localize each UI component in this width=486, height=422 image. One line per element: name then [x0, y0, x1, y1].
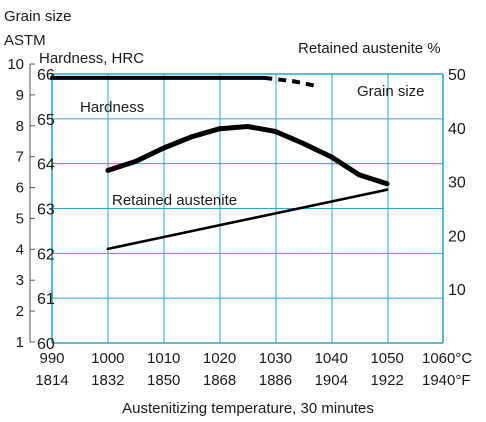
hardness-tick-label: 65: [37, 112, 55, 129]
grain-size-tick-label: 9: [16, 87, 24, 104]
hardness-axis-title: Hardness, HRC: [39, 50, 144, 67]
hardness-line: [105, 124, 390, 187]
x-tick-label-fahrenheit: 1886: [259, 372, 292, 389]
hardness-tick-label: 61: [37, 291, 55, 308]
astm-axis-title: ASTM: [4, 32, 46, 49]
retained-austenite-tick-label: 50: [448, 67, 466, 84]
x-tick-label-celsius: 1020: [203, 350, 236, 367]
grain-size-series-label: Grain size: [357, 83, 425, 100]
grain-size-tick-label: 1: [16, 334, 24, 351]
retained-austenite-tick-label: 30: [448, 175, 466, 192]
x-tick-label-fahrenheit: 1814: [35, 372, 68, 389]
retained-austenite-series-label: Retained austenite: [112, 192, 237, 209]
x-tick-label-celsius: 990: [39, 350, 64, 367]
grid: [29, 63, 444, 344]
x-tick-label-celsius: 1030: [259, 350, 292, 367]
grain-size-line-dashed: [264, 75, 315, 88]
x-tick-label-celsius: 1000: [91, 350, 124, 367]
retained-austenite-tick-label: 10: [448, 282, 466, 299]
grain-size-tick-label: 5: [16, 210, 24, 227]
grain-size-tick-label: 6: [16, 180, 24, 197]
series-group: [50, 75, 390, 251]
x-tick-label-fahrenheit: 1850: [147, 372, 180, 389]
text-group: Grain size ASTM Hardness, HRC Retained a…: [4, 8, 472, 417]
hardness-tick-label: 66: [37, 67, 55, 84]
hardness-tick-label: 62: [37, 246, 55, 263]
x-tick-label-fahrenheit: 1922: [370, 372, 403, 389]
hardness-tick-label: 63: [37, 202, 55, 219]
x-tick-label-fahrenheit: 1904: [315, 372, 348, 389]
retained-austenite-line: [106, 188, 389, 251]
grain-size-tick-label: 4: [16, 241, 24, 258]
grain-size-tick-label: 7: [16, 149, 24, 166]
retained-austenite-tick-label: 20: [448, 228, 466, 245]
grain-size-tick-label: 10: [7, 56, 24, 73]
x-tick-label-celsius: 1050: [370, 350, 403, 367]
hardness-series-label: Hardness: [80, 99, 144, 116]
hardness-tick-label: 64: [37, 157, 55, 174]
grain-size-tick-label: 3: [16, 272, 24, 289]
x-unit-celsius: 1060°C: [422, 350, 472, 367]
x-unit-fahrenheit: 1940°F: [422, 372, 471, 389]
retained-austenite-tick-label: 40: [448, 121, 466, 138]
x-tick-label-celsius: 1010: [147, 350, 180, 367]
grain-size-axis-title: Grain size: [4, 8, 72, 25]
x-tick-label-fahrenheit: 1868: [203, 372, 236, 389]
grain-size-tick-label: 8: [16, 118, 24, 135]
hardness-tick-label: 60: [37, 336, 55, 353]
x-axis-label: Austenitizing temperature, 30 minutes: [122, 400, 374, 417]
retained-austenite-axis-title: Retained austenite %: [298, 40, 441, 57]
x-tick-label-fahrenheit: 1832: [91, 372, 124, 389]
x-tick-label-celsius: 1040: [315, 350, 348, 367]
grain-size-tick-label: 2: [16, 303, 24, 320]
